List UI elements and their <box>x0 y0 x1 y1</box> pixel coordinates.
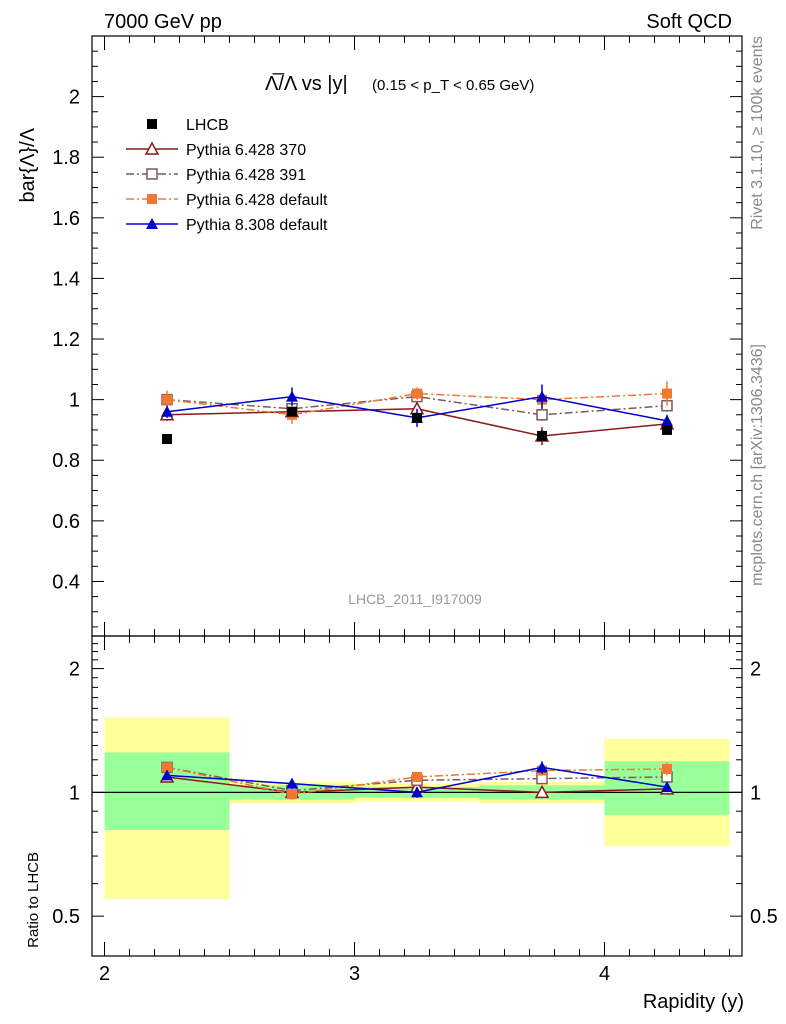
ratio-series-point <box>411 786 423 798</box>
ratio-series-point <box>287 789 297 800</box>
header-left: 7000 GeV pp <box>104 11 222 33</box>
ratio-series-point <box>161 769 173 781</box>
ratio-ytick-label-right: 0.5 <box>750 906 778 928</box>
main-title-cut: (0.15 < p_T < 0.65 GeV) <box>372 77 534 94</box>
ratio-series-point <box>412 771 422 782</box>
main-ytick-label: 1.4 <box>52 268 80 290</box>
main-ylabel: bar{Λ}/Λ <box>17 127 39 202</box>
main-ytick-label: 0.4 <box>52 571 80 593</box>
main-title: Λ̅/Λ vs |y| <box>265 72 348 95</box>
header-right: Soft QCD <box>646 11 732 33</box>
main-series-point <box>661 414 673 426</box>
main-ytick-label: 1.8 <box>52 147 80 169</box>
main-panel: 0.4 0.6 0.8 1 1.2 1.4 1.6 1.8 2 <box>52 35 743 637</box>
main-series-point <box>162 394 172 405</box>
main-series-point <box>412 388 422 399</box>
main-series-point <box>161 405 173 417</box>
legend-label-4: Pythia 8.308 default <box>186 217 328 234</box>
legend-label-3: Pythia 6.428 default <box>186 192 328 209</box>
ratio-ytick-label: 1 <box>69 782 80 804</box>
ratio-xtick-label: 2 <box>99 963 110 985</box>
legend-label-0: LHCB <box>186 117 229 134</box>
legend: LHCB Pythia 6.428 370 Pythia 6.428 391 Pyth… <box>126 117 328 234</box>
ratio-series-point <box>661 781 673 793</box>
ratio-xtick-label: 4 <box>599 963 610 985</box>
ratio-series-point <box>536 761 548 773</box>
legend-label-2: Pythia 6.428 391 <box>186 167 306 184</box>
ratio-ylabel: Ratio to LHCB <box>25 852 42 948</box>
ratio-xtick-label: 3 <box>349 963 360 985</box>
main-series-point <box>536 409 548 421</box>
main-series-point <box>662 388 672 399</box>
ratio-ytick-label: 0.5 <box>52 906 80 928</box>
main-series-point <box>412 412 422 423</box>
legend-marker-4 <box>146 218 158 229</box>
main-series-point <box>287 406 297 417</box>
legend-label-1: Pythia 6.428 370 <box>186 142 306 159</box>
ratio-series-line-2 <box>166 766 668 795</box>
ratio-series-point <box>162 762 172 773</box>
main-ytick-label: 2 <box>69 87 80 109</box>
ratio-series-point <box>534 784 550 799</box>
main-ytick-label: 1.6 <box>52 208 80 230</box>
main-series-point <box>162 434 172 445</box>
main-ytick-label: 0.8 <box>52 450 80 472</box>
main-ytick-label: 1 <box>69 390 80 412</box>
ratio-series-point <box>286 777 298 789</box>
main-series-point <box>286 390 298 402</box>
ratio-series-point <box>662 763 672 774</box>
legend-marker-0 <box>147 119 157 129</box>
ratio-frame <box>91 635 743 957</box>
rivet-label: Rivet 3.1.10, ≥ 100k events <box>749 36 766 230</box>
legend-marker-2 <box>146 168 158 180</box>
mcplots-label: mcplots.cern.ch [arXiv:1306.3436] <box>749 344 766 586</box>
main-series-line-2 <box>166 395 668 416</box>
main-ytick-label: 0.6 <box>52 511 80 533</box>
ratio-ytick-label-right: 2 <box>750 659 761 681</box>
legend-marker-1 <box>144 141 160 155</box>
ratio-ytick-label-right: 1 <box>750 782 761 804</box>
main-ytick-label: 1.2 <box>52 329 80 351</box>
main-series-point <box>536 390 548 402</box>
ratio-panel: 2 3 4 0.5 0.5 1 1 2 2 <box>52 635 778 985</box>
ratio-ytick-label: 2 <box>69 659 80 681</box>
x-axis-title: Rapidity (y) <box>643 991 744 1013</box>
main-series-point <box>662 424 672 435</box>
legend-marker-3 <box>147 194 157 204</box>
main-series-point <box>537 431 547 441</box>
watermark: LHCB_2011_I917009 <box>348 591 482 607</box>
